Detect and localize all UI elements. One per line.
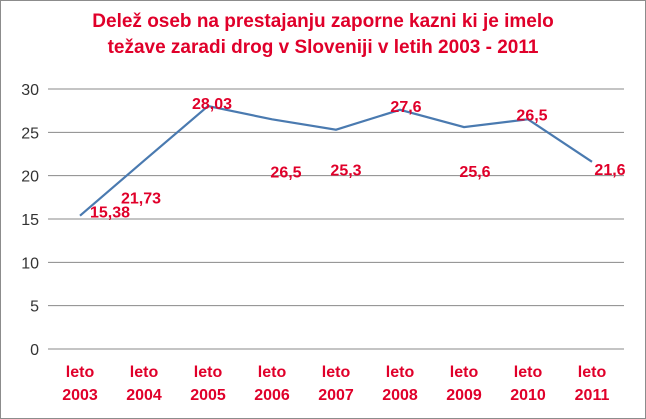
y-tick-label: 10: [21, 255, 39, 272]
x-tick-label-line-2: 2011: [575, 387, 610, 404]
x-tick-label-line-1: leto: [258, 364, 287, 381]
x-tick-label-line-1: leto: [194, 364, 223, 381]
x-tick-label: leto 2009: [446, 364, 482, 404]
x-tick-label: leto 2006: [254, 364, 290, 404]
y-axis-ticks: 0 5 10 15 20 25 30: [21, 82, 39, 359]
x-tick-label-line-1: leto: [66, 364, 95, 381]
series-line: [79, 104, 593, 217]
x-tick-label: leto 2011: [575, 364, 610, 404]
data-label: 25,3: [330, 163, 361, 180]
x-tick-label-line-2: 2009: [446, 387, 482, 404]
x-tick-label: leto 2007: [318, 364, 354, 404]
data-label: 28,03: [192, 96, 232, 113]
x-tick-label-line-2: 2008: [382, 387, 418, 404]
x-tick-label: leto 2008: [382, 364, 418, 404]
chart-title-line-2: težave zaradi drog v Sloveniji v letih 2…: [107, 37, 539, 58]
x-tick-label-line-2: 2003: [62, 387, 98, 404]
x-tick-label-line-2: 2006: [254, 387, 290, 404]
x-tick-label-line-1: leto: [386, 364, 415, 381]
x-tick-label-line-1: leto: [578, 364, 607, 381]
chart-title-line-1: Delež oseb na prestajanju zaporne kazni …: [92, 11, 554, 32]
x-tick-label-line-1: leto: [514, 364, 543, 381]
data-label: 27,6: [390, 99, 421, 116]
data-label: 25,6: [459, 164, 490, 181]
y-tick-label: 30: [21, 82, 39, 99]
data-label: 15,38: [90, 205, 130, 222]
x-tick-label-line-1: leto: [322, 364, 351, 381]
data-label: 26,5: [270, 164, 301, 181]
x-tick-label-line-1: leto: [130, 364, 159, 381]
x-tick-label: leto 2005: [190, 364, 226, 404]
gridlines: [48, 88, 624, 350]
x-tick-label: leto 2003: [62, 364, 98, 404]
x-tick-label-line-2: 2004: [126, 387, 162, 404]
x-tick-label-line-2: 2010: [510, 387, 546, 404]
data-label: 26,5: [516, 107, 547, 124]
x-tick-label: leto 2004: [126, 364, 162, 404]
data-label: 21,73: [121, 191, 161, 208]
y-tick-label: 25: [21, 125, 39, 142]
data-label: 21,6: [594, 162, 625, 179]
x-tick-label-line-2: 2007: [318, 387, 354, 404]
x-axis-ticks: leto 2003 leto 2004 leto 2005 leto 2006 leto 2007…: [62, 364, 609, 404]
y-tick-label: 20: [21, 169, 39, 186]
x-tick-label: leto 2010: [510, 364, 546, 404]
y-tick-label: 5: [30, 299, 39, 316]
x-tick-label-line-2: 2005: [190, 387, 226, 404]
y-tick-label: 0: [30, 342, 39, 359]
x-tick-label-line-1: leto: [450, 364, 479, 381]
y-tick-label: 15: [21, 212, 39, 229]
